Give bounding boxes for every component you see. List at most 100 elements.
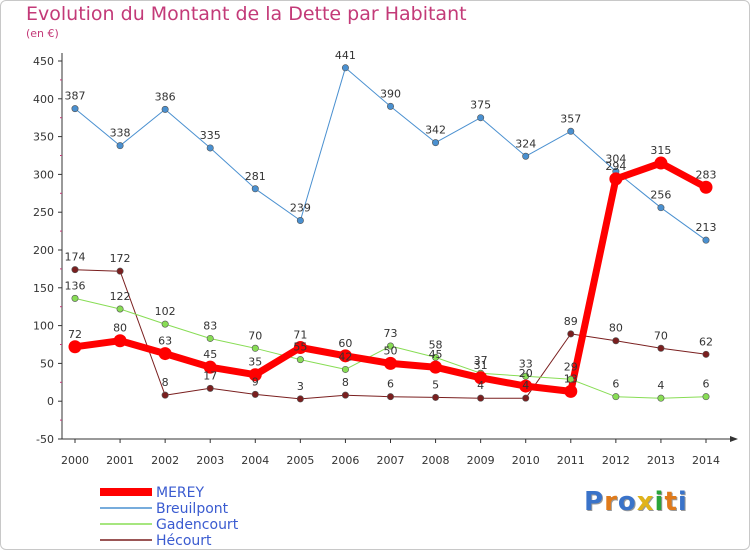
x-tick-label: 2005 xyxy=(286,454,314,467)
data-label: 42 xyxy=(338,350,352,363)
chart-title: Evolution du Montant de la Dette par Hab… xyxy=(26,3,467,25)
data-point xyxy=(251,185,259,193)
x-tick-label: 2008 xyxy=(422,454,450,467)
data-label: 80 xyxy=(609,322,623,335)
data-label: 335 xyxy=(200,129,221,142)
legend-label: Breuilpont xyxy=(156,501,229,517)
logo-letter: t xyxy=(664,487,678,517)
series-points xyxy=(68,64,713,403)
data-point xyxy=(161,391,169,399)
data-point xyxy=(522,372,530,380)
x-tick-label: 2002 xyxy=(151,454,179,467)
y-tick-label: 300 xyxy=(33,168,54,181)
data-point xyxy=(384,356,397,370)
data-label: 386 xyxy=(155,90,176,103)
data-label: 239 xyxy=(290,202,311,215)
data-label: 387 xyxy=(65,90,86,103)
data-point xyxy=(341,64,349,72)
data-point xyxy=(657,204,665,212)
data-point xyxy=(161,320,169,328)
data-label: 45 xyxy=(203,348,217,361)
data-point xyxy=(522,394,530,402)
data-point xyxy=(609,172,623,186)
data-point xyxy=(567,127,575,135)
data-label: 4 xyxy=(477,379,484,392)
y-tick-label: 100 xyxy=(33,320,54,333)
data-point xyxy=(158,347,172,361)
data-label: 6 xyxy=(387,378,394,391)
data-label: 3 xyxy=(297,380,304,393)
data-label: 6 xyxy=(612,378,619,391)
data-label: 102 xyxy=(155,305,176,318)
data-label: 20 xyxy=(519,367,533,380)
x-tick-label: 2014 xyxy=(692,454,720,467)
x-tick-label: 2006 xyxy=(331,454,359,467)
data-label: 136 xyxy=(65,279,86,292)
data-point xyxy=(296,217,304,225)
data-label: 8 xyxy=(162,376,169,389)
data-label: 4 xyxy=(522,379,529,392)
data-point xyxy=(113,334,127,348)
data-label: 70 xyxy=(248,329,262,342)
logo-letter: i xyxy=(654,487,665,517)
data-point xyxy=(341,365,349,373)
logo-letter: o xyxy=(617,487,637,517)
data-label: 8 xyxy=(342,376,349,389)
data-point xyxy=(474,371,488,385)
data-label: 375 xyxy=(470,99,491,112)
data-point xyxy=(386,102,394,110)
data-point xyxy=(71,105,79,113)
data-label: 83 xyxy=(203,319,217,332)
data-point xyxy=(116,267,124,275)
logo-letter: x xyxy=(636,487,655,517)
y-tick-label: 400 xyxy=(33,93,54,106)
data-point xyxy=(567,330,575,338)
data-label: 390 xyxy=(380,87,401,100)
y-tick-label: 350 xyxy=(33,131,54,144)
data-point xyxy=(341,391,349,399)
data-point xyxy=(251,390,259,398)
data-point xyxy=(386,393,394,401)
data-point xyxy=(116,142,124,150)
data-label: 72 xyxy=(68,328,82,341)
logo-letter: i xyxy=(677,487,688,517)
y-tick-label: 50 xyxy=(40,357,54,370)
data-label: 35 xyxy=(248,356,262,369)
data-label: 5 xyxy=(432,378,439,391)
legend-label: MEREY xyxy=(156,485,204,501)
legend-label: Gadencourt xyxy=(156,517,239,533)
data-point xyxy=(203,360,217,374)
data-label: 294 xyxy=(605,160,626,173)
data-label: 13 xyxy=(564,372,578,385)
data-point xyxy=(116,305,124,313)
data-label: 441 xyxy=(335,49,356,62)
data-label: 55 xyxy=(293,341,307,354)
data-label: 338 xyxy=(110,127,131,140)
legend-label: Hécourt xyxy=(156,533,212,549)
data-label: 324 xyxy=(515,137,536,150)
y-tick-label: 250 xyxy=(33,206,54,219)
data-point xyxy=(71,266,79,274)
data-point xyxy=(206,384,214,392)
data-label: 174 xyxy=(65,251,86,264)
data-point xyxy=(477,114,485,122)
x-tick-label: 2000 xyxy=(61,454,89,467)
data-point xyxy=(564,384,578,398)
data-label: 58 xyxy=(429,338,443,351)
data-label: 315 xyxy=(650,144,671,157)
data-label: 9 xyxy=(252,375,259,388)
data-label: 73 xyxy=(384,327,398,340)
data-point xyxy=(71,294,79,302)
data-label: 29 xyxy=(564,360,578,373)
data-label: 45 xyxy=(429,348,443,361)
data-point xyxy=(654,156,668,170)
x-tick-label: 2009 xyxy=(467,454,495,467)
data-label: 4 xyxy=(657,379,664,392)
data-point xyxy=(429,360,443,374)
data-label: 63 xyxy=(158,335,172,348)
x-axis-arrow xyxy=(730,436,738,442)
data-point xyxy=(206,334,214,342)
